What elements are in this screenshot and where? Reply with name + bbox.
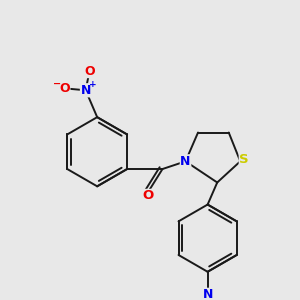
Text: O: O	[59, 82, 70, 95]
Text: −: −	[53, 79, 61, 88]
Text: +: +	[88, 80, 96, 89]
Text: N: N	[180, 155, 191, 168]
Text: S: S	[239, 153, 249, 166]
Text: N: N	[80, 84, 91, 97]
Text: O: O	[84, 64, 95, 78]
Text: O: O	[142, 189, 154, 203]
Text: N: N	[202, 288, 213, 300]
